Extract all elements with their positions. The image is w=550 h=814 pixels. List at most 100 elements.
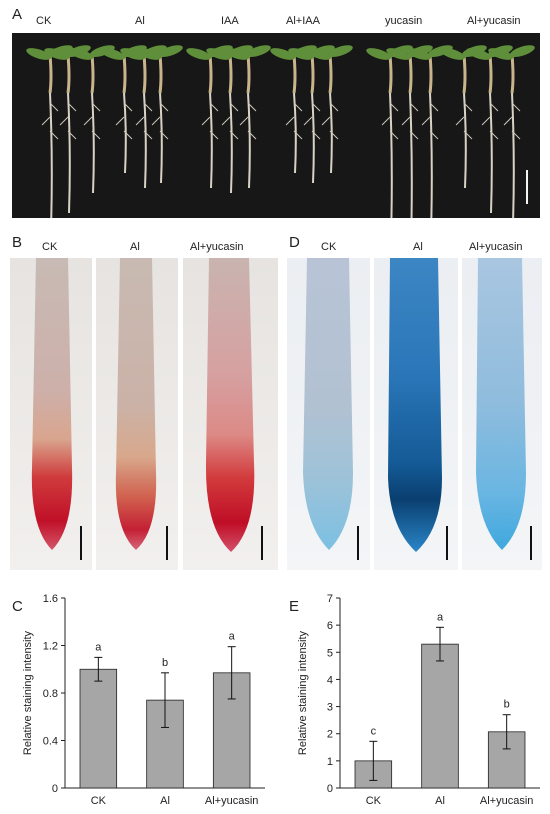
seedling-stem [142,54,147,94]
cotyledon-leaf [68,48,94,60]
seedling-stem [66,54,71,94]
root-blue-al-image [374,258,458,570]
lateral-root [511,102,521,112]
lateral-root [285,116,295,126]
x-tick-label: Al+yucasin [205,795,259,807]
y-tick-label: 0.4 [43,736,58,748]
lateral-root [463,130,473,140]
cotyledon-leaf [406,48,432,60]
lateral-root [123,102,133,112]
significance-letter: a [229,631,236,643]
bar [421,643,459,789]
cotyledon-leaf [327,45,353,57]
cotyledon-leaf [466,48,492,60]
y-tick-label: 5 [327,647,333,659]
lateral-root [429,130,439,140]
lateral-root [41,116,51,126]
scale-bar [530,526,532,560]
x-tick-label: Al [160,795,170,807]
cotyledon-leaf [509,45,535,57]
panel-letter-b: B [12,234,23,251]
lateral-root [59,116,69,126]
lateral-root [311,102,321,112]
cotyledon-leaf [206,48,232,60]
lateral-root [67,102,77,112]
seedling-root [229,92,233,194]
scale-bar [261,526,263,560]
lateral-root [49,130,59,140]
panel-letter-c: C [12,598,23,615]
y-tick-label: 4 [327,674,333,686]
cotyledon-leaf [488,48,514,60]
seedling-stem [310,54,315,94]
lateral-root [91,102,101,112]
lateral-root [503,116,513,126]
label-yucasin: yucasin [385,15,423,27]
lateral-root [221,116,231,126]
y-tick-label: 7 [327,593,333,605]
y-axis-label: Relative staining intensity [22,630,34,755]
seedling-stem [122,54,127,94]
lateral-root [159,102,169,112]
root-blue-al [374,258,458,570]
seedling-stem [246,54,251,94]
root-red-al [96,258,178,570]
seedling-stem [48,54,53,94]
lateral-root [389,102,399,112]
scale-bar [446,526,448,560]
x-tick-label: Al [435,795,445,807]
lateral-root [421,116,431,126]
y-tick-label: 0 [52,783,58,795]
lateral-root [381,116,391,126]
lateral-root [511,130,521,140]
panel-letter-a: A [12,6,23,23]
significance-letter: a [437,611,444,623]
y-tick-label: 0 [327,783,333,795]
label-al-yucasin: Al+yucasin [467,15,521,27]
label-ck: CK [36,15,52,27]
seedling-stem [208,54,213,94]
lateral-root [481,116,491,126]
seedlings-photo [12,33,540,218]
y-tick-label: 1.2 [43,641,58,653]
seedlings-illustration [26,45,535,218]
y-tick-label: 0.8 [43,688,58,700]
seedling-stem [408,54,413,94]
cotyledon-leaf [306,48,332,60]
root-blue-ck-image [287,258,370,570]
cotyledon-leaf [288,48,314,60]
lateral-root [151,116,161,126]
root-red-ck-image [10,258,92,570]
lateral-root [247,130,257,140]
lateral-root [229,130,239,140]
label-b-al-yucasin: Al+yucasin [190,241,244,253]
cotyledon-leaf [224,48,250,60]
y-axis-label: Relative staining intensity [297,630,309,755]
lateral-root [409,102,419,112]
seedling-root [49,92,53,218]
lateral-root [229,102,239,112]
root-red-al-yucasin [183,258,278,570]
label-b-ck: CK [42,241,58,253]
seedling-root [489,92,493,214]
root-blue-al-yucasin [462,258,542,570]
lateral-root [115,116,125,126]
lateral-root [455,116,465,126]
cotyledon-leaf [136,48,162,60]
lateral-root [159,130,169,140]
lateral-root [293,130,303,140]
cotyledon-leaf [270,48,296,60]
y-tick-label: 2 [327,729,333,741]
seedling-root [91,92,95,194]
lateral-root [83,116,93,126]
cotyledon-leaf [44,48,70,60]
lateral-root [67,130,77,140]
seedling-root [409,92,413,218]
lateral-root [329,102,339,112]
label-d-al: Al [413,241,423,253]
y-tick-label: 1 [327,756,333,768]
significance-letter: b [162,657,168,669]
label-b-al: Al [130,241,140,253]
label-al: Al [135,15,145,27]
cotyledon-leaf [440,48,466,60]
